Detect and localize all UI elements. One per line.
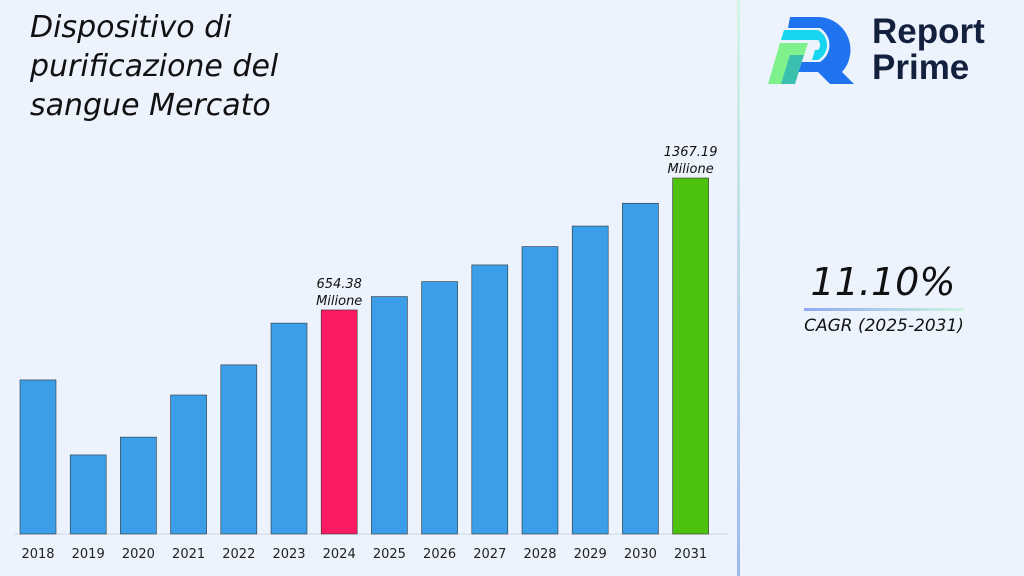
chart-title: Dispositivo di purificazione del sangue …: [30, 10, 279, 123]
bar-2020: [120, 436, 157, 535]
bar-chart: 2018 2019 2020 2021 2022 2023 2024 2025 2026 2027…: [14, 145, 728, 562]
bar-2019: [69, 454, 107, 535]
report-prime-logo: Report Prime: [768, 14, 1008, 88]
bar-2018: [19, 379, 57, 535]
x-tick-label: 2030: [624, 547, 657, 562]
bar-2027: [471, 264, 509, 535]
cagr-underline: [804, 308, 964, 311]
data-label-unit: Milione: [316, 294, 362, 309]
bar-2030: [622, 202, 659, 535]
bar-2025: [371, 296, 408, 535]
x-tick-label: 2020: [122, 547, 155, 562]
data-label-unit: Milione: [667, 162, 713, 177]
bar-2029: [571, 225, 609, 535]
x-tick-label: 2021: [172, 547, 205, 562]
x-tick-label: 2026: [423, 547, 456, 562]
brand-line1: Report: [872, 12, 985, 51]
x-tick-label: 2031: [674, 547, 707, 562]
brand-name: Report Prime: [872, 14, 985, 86]
data-label-value: 1367.19: [664, 145, 718, 160]
cagr-label: CAGR (2025-2031): [804, 316, 964, 336]
x-tick-label: 2028: [523, 547, 556, 562]
x-tick-label: 2019: [72, 547, 105, 562]
bar-2024: [320, 309, 358, 535]
brand-line2: Prime: [872, 48, 970, 87]
cagr-value: 11.10%: [810, 260, 956, 304]
logo-mark-icon: [768, 17, 854, 84]
x-tick-label: 2022: [222, 547, 255, 562]
x-tick-label: 2025: [373, 547, 406, 562]
x-tick-label: 2029: [574, 547, 607, 562]
bar-2031: [672, 177, 709, 535]
x-tick-label: 2027: [473, 547, 506, 562]
data-label-value: 654.38: [316, 277, 362, 292]
bar-2023: [270, 322, 308, 535]
divider: [737, 0, 740, 576]
x-tick-label: 2018: [21, 547, 54, 562]
bar-2022: [220, 364, 258, 535]
bar-2028: [521, 246, 559, 535]
bar-2026: [421, 281, 458, 535]
x-tick-label: 2023: [272, 547, 305, 562]
x-tick-label: 2024: [323, 547, 356, 562]
bar-2021: [170, 394, 207, 535]
